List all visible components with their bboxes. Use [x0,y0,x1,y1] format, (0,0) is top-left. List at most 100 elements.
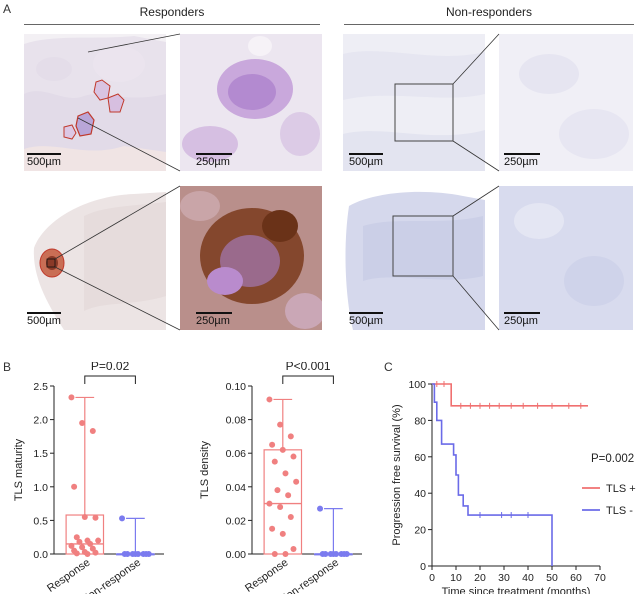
data-point [290,453,297,460]
data-point [290,545,297,552]
scale-bar-nonresponder-1: 500µm [349,153,383,168]
data-point [277,503,284,510]
micrograph-nonresponder-2-zoom [499,186,633,330]
micrograph-nonresponder-1-zoom [499,34,633,171]
y-tick-label: 0 [420,561,426,573]
scale-label: 250µm [504,315,538,327]
data-point [68,394,75,401]
y-tick-label: 0.08 [226,415,247,427]
data-point [277,421,284,428]
micrograph-nonresponder-2-overview [343,186,485,330]
data-point [287,514,294,521]
data-point [92,514,99,521]
data-point [73,550,80,557]
panel-letter-b: B [3,360,12,374]
data-point [293,478,300,485]
panel-letter-a: A [3,2,12,16]
y-tick-label: 20 [414,525,426,537]
significance-bracket [282,375,334,384]
data-point [87,540,94,547]
data-point [322,551,329,557]
y-axis-label: Progression free survival (%) [391,404,403,545]
data-point [71,483,78,490]
y-tick-label: 0.04 [226,482,247,494]
micrograph-nonresponder-1-overview [343,34,485,171]
data-point [333,551,340,557]
scale-bar-responder-1-zoom: 250µm [196,153,232,168]
data-point [271,458,278,465]
scale-bar-responder-2: 500µm [27,312,61,327]
legend-label: TLS + [606,483,636,495]
data-point [135,551,142,557]
responders-rule [24,24,320,25]
y-tick-label: 40 [414,488,426,500]
nonresponders-rule [344,24,634,25]
data-point [79,544,86,551]
scale-label: 250µm [196,156,230,168]
y-axis-label: TLS density [199,440,211,499]
micrograph-responder-2-zoom [180,186,322,330]
scale-bar-nonresponder-2-zoom: 250µm [504,312,540,327]
y-tick-label: 0.06 [226,448,247,460]
data-point [266,396,273,403]
data-point [269,441,276,448]
data-point [76,538,83,545]
scale-bar-responder-2-zoom: 250µm [196,312,232,327]
significance-bracket [84,375,136,384]
nonresponders-title: Non-responders [445,5,533,19]
micrograph-responder-1-zoom [180,34,322,171]
data-point [95,537,102,544]
y-tick-label: 0.10 [226,381,247,393]
y-axis-label: TLS maturity [13,438,25,501]
x-tick-label: 0 [429,572,435,584]
y-tick-label: 0.02 [226,515,247,527]
y-tick-label: 2.5 [33,381,48,393]
data-point [343,551,350,557]
x-tick-label: 40 [522,572,534,584]
scale-bar-responder-1: 500µm [27,153,61,168]
y-tick-label: 1.0 [33,482,48,494]
scale-label: 500µm [349,315,383,327]
scale-label: 500µm [27,315,61,327]
data-point [84,551,91,557]
data-point [81,514,88,521]
data-point [269,525,276,532]
y-tick-label: 0.5 [33,515,48,527]
y-tick-label: 2.0 [33,415,48,427]
x-tick-label: 10 [450,572,462,584]
data-point [119,515,126,522]
p-value-label: P<0.001 [286,362,331,373]
data-point [282,551,289,557]
data-point [79,419,86,426]
x-tick-label: 60 [570,572,582,584]
scale-bar-nonresponder-2: 500µm [349,312,383,327]
y-tick-label: 1.5 [33,448,48,460]
data-point [279,530,286,537]
data-point [124,551,131,557]
micrograph-responder-2-overview [24,186,166,330]
data-point [282,470,289,477]
y-tick-label: 100 [408,379,426,391]
survival-curve-tls-positive [432,383,588,407]
p-value-label: P=0.02 [91,362,130,373]
y-tick-label: 60 [414,452,426,464]
data-point [73,534,80,541]
data-point [68,542,75,549]
data-point [266,500,273,507]
legend-label: TLS - [606,505,633,517]
data-point [279,446,286,453]
micrograph-responder-1-overview [24,34,166,171]
data-point [271,551,278,557]
x-tick-label: 20 [474,572,486,584]
data-point [285,492,292,499]
scale-label: 250µm [504,156,538,168]
data-point [92,549,99,556]
x-category-label: Response [243,557,290,594]
scale-label: 500µm [349,156,383,168]
data-point [287,433,294,440]
survival-curve-tls-negative [432,383,553,566]
data-point [145,551,152,557]
x-tick-label: 70 [594,572,606,584]
